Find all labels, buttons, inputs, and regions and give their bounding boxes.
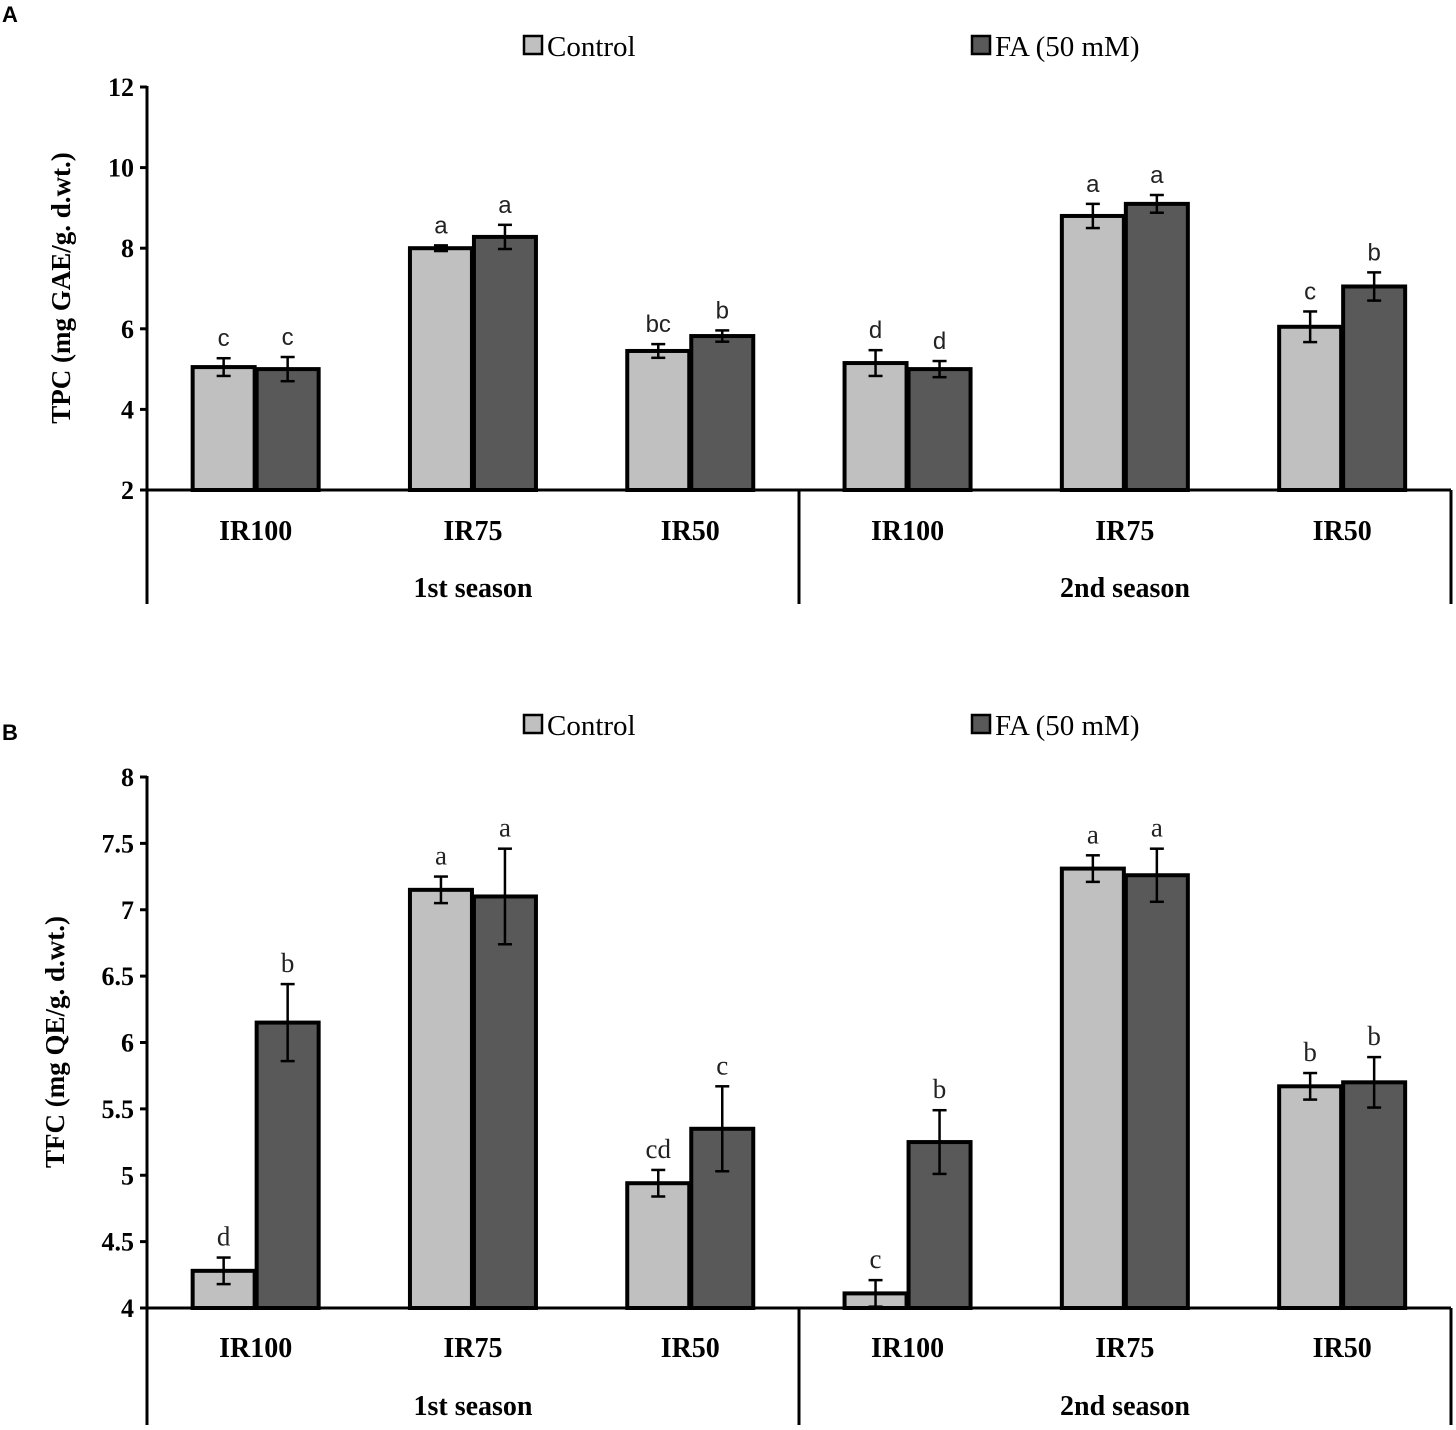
bar-control <box>1277 1084 1344 1310</box>
category-label: IR50 <box>661 1333 720 1364</box>
y-axis-title-a: TPC (mg GAE/g. d.wt.) <box>46 152 76 424</box>
panel-b: B Control FA (50 mM) TFC (mg QE/g. d.wt.… <box>2 710 1453 1425</box>
y-tick-label: 4 <box>121 395 134 424</box>
legend-swatch-fa-a <box>970 34 992 56</box>
legend-swatch-fa-b <box>970 713 992 735</box>
y-tick-label: 7 <box>121 896 134 925</box>
legend-swatch-control-a <box>522 34 544 56</box>
significance-letter: b <box>1367 1021 1381 1051</box>
category-label: IR100 <box>219 516 292 547</box>
legend-label-control-b: Control <box>547 710 636 742</box>
significance-letter: b <box>933 1074 947 1104</box>
significance-letter: c <box>870 1244 882 1274</box>
category-label: IR50 <box>1313 1333 1372 1364</box>
legend-label-control-a: Control <box>547 31 636 63</box>
bar-fa <box>254 367 321 493</box>
significance-letter: b <box>1303 1037 1317 1067</box>
y-tick-label: 12 <box>108 73 134 102</box>
significance-letter: c <box>282 324 294 351</box>
bar-control <box>1277 324 1344 492</box>
legend-label-fa-b: FA (50 mM) <box>995 710 1139 742</box>
significance-letter: b <box>281 948 295 978</box>
y-tick-label: 6 <box>121 315 134 344</box>
bar-fa <box>1123 873 1190 1310</box>
season-label-1st-b: 1st season <box>413 1391 532 1422</box>
y-tick-label: 5.5 <box>102 1095 135 1124</box>
significance-letter: c <box>218 325 230 352</box>
y-tick-label: 6 <box>121 1029 134 1058</box>
y-tick-label: 6.5 <box>102 962 135 991</box>
significance-letter: c <box>1304 278 1316 305</box>
bar-fa <box>1341 1080 1408 1310</box>
significance-letter: a <box>1150 162 1164 189</box>
bar-control <box>1059 213 1126 493</box>
bar-control <box>625 1181 692 1310</box>
legend-swatch-control-b <box>522 713 544 735</box>
significance-letter: a <box>1086 171 1100 198</box>
panel-a: A Control FA (50 mM) TPC (mg GAE/g. d.wt… <box>2 2 1453 604</box>
category-label: IR50 <box>1313 516 1372 547</box>
y-tick-label: 2 <box>121 476 134 505</box>
significance-letter: a <box>499 813 511 843</box>
y-tick-label: 8 <box>121 234 134 263</box>
category-label: IR100 <box>219 1333 292 1364</box>
legend-label-fa-a: FA (50 mM) <box>995 31 1139 63</box>
bar-control <box>842 361 909 492</box>
category-label: IR75 <box>443 516 502 547</box>
bar-control <box>407 246 474 492</box>
y-tick-label: 4.5 <box>102 1228 135 1257</box>
season-label-1st-a: 1st season <box>413 573 532 604</box>
bar-fa <box>471 894 538 1310</box>
bar-control <box>625 348 692 492</box>
season-label-2nd-a: 2nd season <box>1060 573 1190 604</box>
significance-letter: a <box>498 192 512 219</box>
bar-control <box>190 365 257 492</box>
significance-letter: b <box>716 297 729 324</box>
y-tick-label: 10 <box>108 154 134 183</box>
y-tick-label: 5 <box>121 1161 134 1190</box>
significance-letter: d <box>933 328 946 355</box>
category-label: IR100 <box>871 1333 944 1364</box>
significance-letter: bc <box>646 311 671 338</box>
bar-fa <box>689 334 756 492</box>
panel-label-a: A <box>2 2 18 27</box>
category-label: IR100 <box>871 516 944 547</box>
bar-fa <box>471 234 538 492</box>
significance-letter: d <box>217 1222 231 1252</box>
y-tick-label: 8 <box>121 763 134 792</box>
bar-fa <box>1341 284 1408 492</box>
significance-letter: a <box>1151 813 1163 843</box>
category-label: IR50 <box>661 516 720 547</box>
y-axis-title-b: TFC (mg QE/g. d.wt.) <box>40 916 70 1168</box>
bar-control <box>1059 866 1126 1310</box>
bar-fa <box>906 367 973 493</box>
bar-fa <box>1123 201 1190 492</box>
significance-letter: c <box>716 1050 728 1080</box>
bar-control <box>407 887 474 1311</box>
significance-letter: b <box>1367 239 1380 266</box>
category-label: IR75 <box>1095 1333 1154 1364</box>
bar-fa <box>254 1020 321 1311</box>
significance-letter: a <box>434 212 448 239</box>
y-tick-label: 7.5 <box>102 829 135 858</box>
y-tick-label: 4 <box>121 1294 134 1323</box>
season-label-2nd-b: 2nd season <box>1060 1391 1190 1422</box>
significance-letter: a <box>1087 819 1099 849</box>
significance-letter: d <box>869 317 882 344</box>
panel-label-b: B <box>2 720 18 745</box>
significance-letter: cd <box>646 1134 672 1164</box>
significance-letter: a <box>435 841 447 871</box>
category-label: IR75 <box>1095 516 1154 547</box>
category-label: IR75 <box>443 1333 502 1364</box>
